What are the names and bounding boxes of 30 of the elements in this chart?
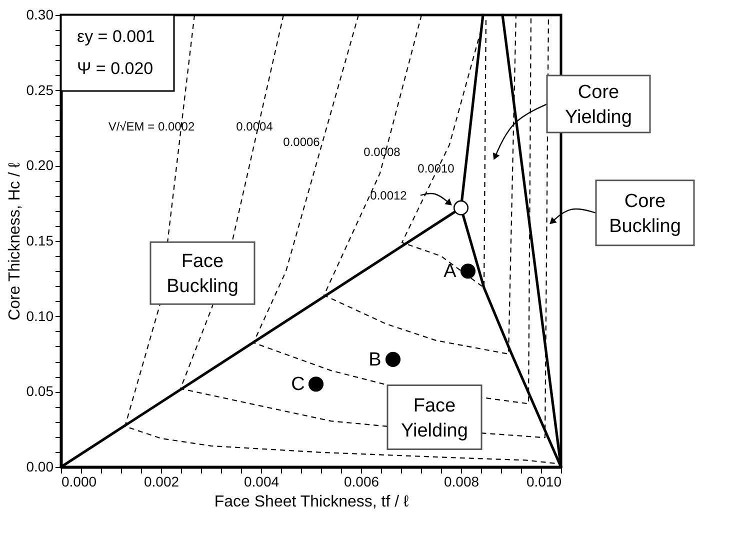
annotation: εy = 0.001 [77,27,155,46]
x-tick-label: 0.000 [62,474,97,490]
annotation: 0.0006 [283,135,320,150]
y-tick-label: 0.20 [26,157,54,174]
annotation: C [291,374,305,396]
annotation: Face Yielding [401,395,468,442]
y-tick-label: 0.10 [26,308,54,324]
x-tick-label: 0.008 [444,474,480,490]
annotation: Face Buckling [166,251,238,298]
y-tick-label: 0.15 [26,232,54,248]
y-tick-label: 0.00 [26,458,54,474]
annotation: Ψ = 0.020 [77,59,154,78]
x-tick-label: 0.010 [526,474,562,490]
annotation: Core Buckling [609,190,681,237]
annotation: 0.0008 [364,145,401,160]
x-tick-label: 0.004 [244,474,280,490]
x-axis-title: Face Sheet Thickness, tf / ℓ [214,494,409,510]
annotation: A [444,261,457,282]
x-tick-label: 0.006 [344,474,380,490]
annotation: 0.0012 [370,188,408,202]
y-tick-label: 0.30 [26,6,54,22]
annotation: 0.0010 [418,162,455,176]
x-tick-label: 0.002 [144,474,180,490]
y-tick-label: 0.25 [26,82,54,98]
annotation: 0.0004 [236,119,274,134]
annotation: V/√EM = 0.0002 [108,119,195,134]
text: Core Yielding [565,82,632,128]
annotation: B [368,349,382,370]
y-axis-title: Core Thickness, Hc / ℓ [6,162,24,320]
y-tick-label: 0.05 [26,383,54,400]
